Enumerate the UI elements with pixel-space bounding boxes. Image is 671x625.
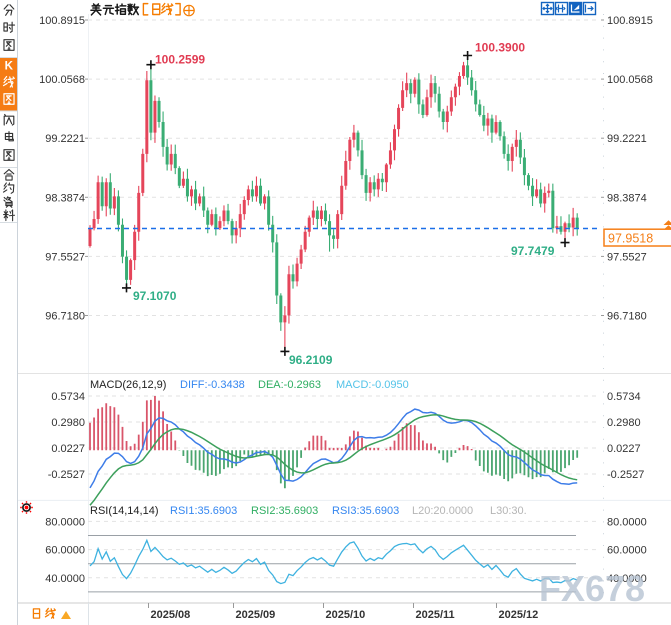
- svg-text:L30:30.: L30:30.: [490, 505, 527, 517]
- svg-text:97.9518: 97.9518: [608, 232, 653, 246]
- svg-text:RSI2:35.6903: RSI2:35.6903: [251, 505, 318, 517]
- svg-text:2025/10: 2025/10: [326, 609, 366, 621]
- svg-text:0.2980: 0.2980: [51, 417, 85, 429]
- svg-text:K: K: [5, 60, 14, 73]
- svg-text:FX678: FX678: [539, 568, 645, 609]
- svg-text:-0.2527: -0.2527: [607, 469, 644, 481]
- svg-text:0.5734: 0.5734: [607, 391, 641, 403]
- svg-text:96.2109: 96.2109: [289, 353, 333, 367]
- svg-text:96.7180: 96.7180: [45, 311, 85, 323]
- svg-text:RSI(14,14,14): RSI(14,14,14): [90, 505, 158, 517]
- svg-text:60.0000: 60.0000: [45, 545, 85, 557]
- svg-text:80.0000: 80.0000: [45, 516, 85, 528]
- svg-text:80.0000: 80.0000: [607, 516, 647, 528]
- svg-text:99.2221: 99.2221: [45, 133, 85, 145]
- svg-text:RSI3:35.6903: RSI3:35.6903: [332, 505, 399, 517]
- svg-text:2025/08: 2025/08: [151, 609, 191, 621]
- svg-text:96.7180: 96.7180: [607, 311, 647, 323]
- svg-text:100.0568: 100.0568: [607, 74, 653, 86]
- svg-text:40.0000: 40.0000: [45, 573, 85, 585]
- svg-text:2025/09: 2025/09: [236, 609, 276, 621]
- svg-text:40.0000: 40.0000: [607, 573, 647, 585]
- svg-text:100.2599: 100.2599: [155, 53, 205, 67]
- svg-text:0.2980: 0.2980: [607, 417, 641, 429]
- svg-text:97.5527: 97.5527: [45, 251, 85, 263]
- svg-text:98.3874: 98.3874: [607, 192, 647, 204]
- svg-text:DEA:-0.2963: DEA:-0.2963: [258, 379, 321, 391]
- svg-text:2025/12: 2025/12: [499, 609, 539, 621]
- svg-text:2025/11: 2025/11: [416, 609, 455, 621]
- svg-text:97.7479: 97.7479: [511, 244, 555, 258]
- svg-text:60.0000: 60.0000: [607, 545, 647, 557]
- svg-text:98.3874: 98.3874: [45, 192, 85, 204]
- svg-text:100.0568: 100.0568: [39, 74, 85, 86]
- svg-text:0.0227: 0.0227: [607, 443, 641, 455]
- svg-text:97.1070: 97.1070: [133, 289, 177, 303]
- svg-text:MACD(26,12,9): MACD(26,12,9): [90, 379, 166, 391]
- svg-text:RSI1:35.6903: RSI1:35.6903: [170, 505, 237, 517]
- svg-text:L20:20.0000: L20:20.0000: [412, 505, 473, 517]
- svg-text:100.8915: 100.8915: [607, 15, 653, 27]
- svg-text:99.2221: 99.2221: [607, 133, 647, 145]
- svg-text:97.5527: 97.5527: [607, 251, 647, 263]
- svg-text:0.5734: 0.5734: [51, 391, 85, 403]
- svg-text:100.3900: 100.3900: [475, 41, 525, 55]
- svg-text:0.0227: 0.0227: [51, 443, 85, 455]
- svg-text:DIFF:-0.3438: DIFF:-0.3438: [180, 379, 245, 391]
- svg-text:-0.2527: -0.2527: [48, 469, 85, 481]
- svg-text:100.8915: 100.8915: [39, 15, 85, 27]
- svg-text:MACD:-0.0950: MACD:-0.0950: [336, 379, 409, 391]
